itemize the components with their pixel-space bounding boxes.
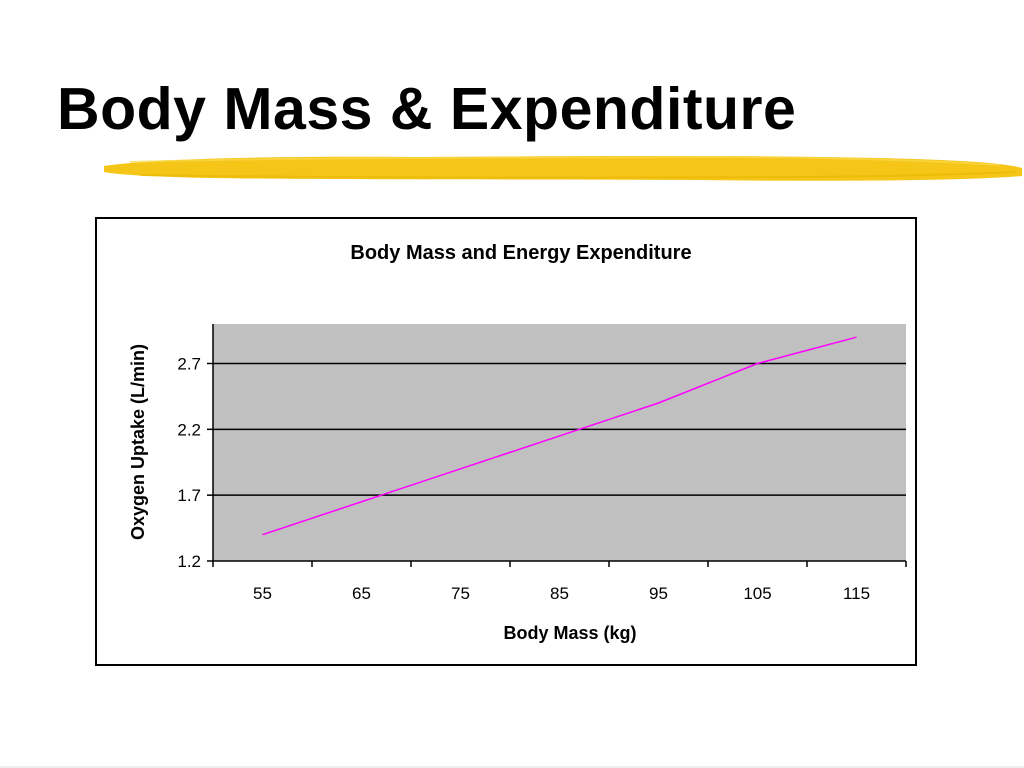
x-tick-label: 105 [743, 584, 771, 603]
series-line [262, 336, 857, 536]
y-tick-label: 1.7 [177, 486, 201, 505]
tick-labels: 1.2 1.7 2.2 2.7 55 65 75 85 95 105 115 [177, 355, 870, 604]
chart-svg: Body Mass and Energy Expenditure 1.2 1.7 2… [128, 242, 907, 643]
x-tick-label: 65 [352, 584, 371, 603]
plot-area [213, 324, 906, 561]
x-tick-label: 75 [451, 584, 470, 603]
y-tick-label: 1.2 [177, 552, 201, 571]
y-tick-label: 2.2 [177, 420, 201, 439]
x-tick-label: 95 [649, 584, 668, 603]
footer-divider [0, 766, 1024, 768]
chart-title: Body Mass and Energy Expenditure [350, 242, 691, 264]
slide-title: Body Mass & Expenditure [57, 76, 797, 142]
chart-frame: Body Mass and Energy Expenditure 1.2 1.7 2… [95, 217, 917, 666]
axes [207, 324, 907, 567]
highlighter-stroke [104, 155, 1022, 181]
grid-lines [213, 362, 906, 496]
y-axis-label: Oxygen Uptake (L/min) [128, 344, 148, 540]
x-tick-label: 85 [550, 584, 569, 603]
series-group [262, 336, 857, 536]
x-axis-label: Body Mass (kg) [503, 623, 636, 643]
y-tick-label: 2.7 [177, 355, 201, 374]
x-tick-label: 55 [253, 584, 272, 603]
highlighter-fill [104, 156, 1022, 181]
x-tick-label: 115 [843, 584, 870, 603]
